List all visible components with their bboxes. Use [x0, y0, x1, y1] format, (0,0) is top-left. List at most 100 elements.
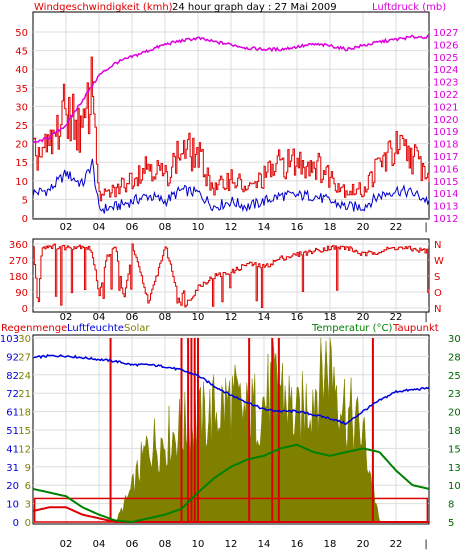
solar-tick-label: 15 — [18, 426, 31, 437]
wind-tick-label: 45 — [15, 47, 28, 58]
wind-tick-label: 5 — [22, 195, 28, 206]
x-tick-label: 20 — [357, 222, 370, 233]
x-tick-label: 22 — [390, 539, 403, 550]
x-tick-label: 04 — [93, 539, 106, 550]
wind-direction-line — [33, 243, 430, 308]
x-tick-label: 18 — [324, 539, 337, 550]
humidity-tick-label: 72 — [6, 389, 19, 400]
x-tick-label: 16 — [291, 222, 304, 233]
x-tick-label: 06 — [126, 539, 139, 550]
x-tick-label: 10 — [192, 539, 205, 550]
temperature-tick-label: 28 — [448, 352, 461, 363]
pressure-tick-label: 1022 — [433, 90, 458, 101]
solar-tick-label: 3 — [25, 500, 31, 511]
solar-tick-label: 18 — [18, 408, 31, 419]
solar-tick-label: 21 — [18, 389, 31, 400]
compass-label: W — [434, 256, 444, 267]
pressure-tick-label: 1017 — [433, 152, 458, 163]
rain-axis-title: Regenmenge — [1, 323, 67, 334]
compass-label: N — [434, 240, 441, 251]
pressure-tick-label: 1018 — [433, 140, 458, 151]
pressure-tick-label: 1023 — [433, 78, 458, 89]
humidity-tick-label: 0 — [13, 518, 19, 529]
pressure-tick-label: 1019 — [433, 127, 458, 138]
climate-plot — [32, 337, 430, 524]
temperature-line — [32, 443, 430, 524]
temperature-tick-label: 8 — [448, 500, 454, 511]
x-tick-label: 22 — [390, 312, 403, 323]
wind-tick-label: 0 — [22, 214, 28, 225]
solar-tick-label: 0 — [25, 518, 31, 529]
x-tick-label: 20 — [357, 312, 370, 323]
temperature-tick-label: 30 — [448, 334, 461, 345]
direction-tick-label: 360 — [9, 240, 28, 251]
wind-tick-label: 25 — [15, 121, 28, 132]
x-tick-label: 14 — [258, 312, 271, 323]
wind-tick-label: 50 — [15, 28, 28, 39]
x-tick-label: 08 — [159, 222, 172, 233]
humidity-tick-label: 41 — [6, 444, 19, 455]
solar-tick-label: 30 — [18, 334, 31, 345]
pressure-tick-label: 1016 — [433, 164, 458, 175]
x-tick-label: 02 — [60, 539, 73, 550]
pressure-tick-label: 1014 — [433, 189, 458, 200]
pressure-axis-title: Luftdruck (mb) — [372, 2, 446, 13]
pressure-tick-label: 1024 — [433, 65, 458, 76]
pressure-tick-label: 1013 — [433, 202, 458, 213]
wind-tick-label: 20 — [15, 140, 28, 151]
wind-tick-label: 30 — [15, 102, 28, 113]
solar-tick-label: 27 — [18, 352, 31, 363]
x-tick-label: 18 — [324, 222, 337, 233]
temperature-tick-label: 25 — [448, 371, 461, 382]
x-tick-label: 06 — [126, 312, 139, 323]
humidity-tick-label: 51 — [6, 426, 19, 437]
compass-label: N — [434, 304, 441, 315]
pressure-tick-label: 1021 — [433, 102, 458, 113]
compass-label: O — [434, 288, 442, 299]
wind-pressure-plot — [32, 34, 430, 214]
dewpoint-axis-title: Taupunkt — [392, 323, 439, 334]
x-tick-label: 16 — [291, 312, 304, 323]
wind-speed-line — [32, 158, 430, 214]
pressure-tick-label: 1027 — [433, 28, 458, 39]
pressure-tick-label: 1020 — [433, 115, 458, 126]
x-tick-label: 22 — [390, 222, 403, 233]
solar-tick-label: 12 — [18, 444, 31, 455]
humidity-tick-label: 31 — [6, 463, 19, 474]
pressure-tick-label: 1025 — [433, 53, 458, 64]
wind-tick-label: 15 — [15, 158, 28, 169]
humidity-tick-label: 82 — [6, 371, 19, 382]
dewpoint-line — [32, 506, 429, 523]
temperature-tick-label: 23 — [448, 389, 461, 400]
x-tick-label: 06 — [126, 222, 139, 233]
direction-tick-label: 180 — [9, 272, 28, 283]
solar-tick-label: 6 — [25, 481, 31, 492]
axis-labels: 0202020404040606060808081010101212121414… — [0, 28, 461, 550]
pressure-tick-label: 1015 — [433, 177, 458, 188]
compass-label: S — [434, 272, 440, 283]
x-end-mark: | — [424, 222, 427, 233]
x-tick-label: 02 — [60, 222, 73, 233]
x-tick-label: 14 — [258, 539, 271, 550]
humidity-tick-label: 61 — [6, 408, 19, 419]
wind-gust-line — [33, 56, 430, 202]
pressure-tick-label: 1012 — [433, 214, 458, 225]
wind-speed-axis-title: Windgeschwindigkeit (kmh) — [34, 2, 173, 13]
temperature-axis-title: Temperatur (°C) — [311, 323, 392, 334]
x-tick-label: 10 — [192, 312, 205, 323]
temperature-tick-label: 15 — [448, 444, 461, 455]
pressure-line — [32, 34, 430, 144]
x-tick-label: 12 — [225, 539, 238, 550]
x-tick-label: 04 — [93, 312, 106, 323]
solar-tick-label: 24 — [18, 371, 31, 382]
direction-tick-label: 0 — [22, 304, 28, 315]
temperature-tick-label: 20 — [448, 408, 461, 419]
temperature-tick-label: 13 — [448, 463, 461, 474]
x-tick-label: 12 — [225, 312, 238, 323]
wind-tick-label: 10 — [15, 177, 28, 188]
x-tick-label: 10 — [192, 222, 205, 233]
x-tick-label: 14 — [258, 222, 271, 233]
humidity-tick-label: 20 — [6, 481, 19, 492]
humidity-tick-label: 92 — [6, 352, 19, 363]
